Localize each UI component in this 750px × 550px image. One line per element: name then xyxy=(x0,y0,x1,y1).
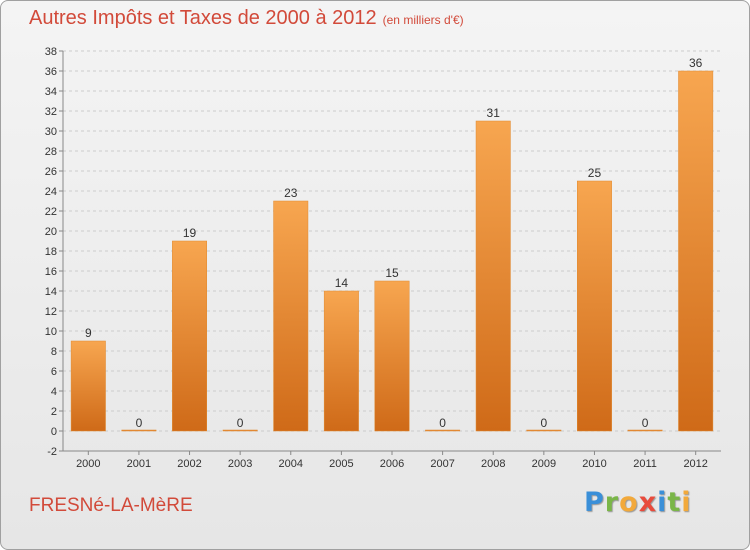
data-label: 23 xyxy=(284,186,298,200)
bar xyxy=(374,280,410,432)
bar xyxy=(627,429,663,432)
proxiti-logo: Proxiti xyxy=(584,487,692,518)
x-tick-label: 2012 xyxy=(683,458,707,470)
x-tick-label: 2001 xyxy=(127,458,151,470)
bar xyxy=(323,290,359,432)
y-tick-label: 12 xyxy=(45,306,57,318)
logo-letter: P xyxy=(584,487,605,518)
data-label: 19 xyxy=(183,226,197,240)
x-tick-label: 2002 xyxy=(177,458,201,470)
commune-name: FRESNé-LA-MèRE xyxy=(29,495,193,516)
y-tick-label: 24 xyxy=(45,186,57,198)
x-tick-label: 2010 xyxy=(582,458,606,470)
y-tick-label: 36 xyxy=(45,66,57,78)
bar xyxy=(172,240,207,432)
data-label: 14 xyxy=(335,276,349,290)
y-tick-label: -2 xyxy=(47,446,57,458)
y-tick-label: 16 xyxy=(45,266,57,278)
chart-title-text: Autres Impôts et Taxes de 2000 à 2012 xyxy=(29,7,377,29)
bar xyxy=(475,120,511,432)
bar xyxy=(425,429,461,432)
data-label: 0 xyxy=(237,416,244,430)
data-label: 0 xyxy=(439,416,446,430)
x-tick-label: 2000 xyxy=(76,458,100,470)
chart-subtitle: (en milliers d'€) xyxy=(382,13,464,27)
bar xyxy=(222,429,258,432)
y-tick-label: 14 xyxy=(45,286,57,298)
bar xyxy=(526,429,562,432)
y-tick-label: 22 xyxy=(45,206,57,218)
x-tick-label: 2008 xyxy=(481,458,505,470)
y-tick-label: 28 xyxy=(45,146,57,158)
y-tick-label: 34 xyxy=(45,86,57,98)
y-tick-label: 8 xyxy=(51,346,57,358)
data-labels: 9 0 19 0 23 14 15 0 31 0 25 0 36 xyxy=(85,56,703,430)
bar xyxy=(273,200,309,432)
logo-letter: o xyxy=(619,487,639,518)
x-tick-label: 2005 xyxy=(329,458,353,470)
data-label: 0 xyxy=(541,416,548,430)
y-tick-label: 38 xyxy=(45,46,57,58)
axes: -202468101214161820222426283032343638200… xyxy=(45,46,721,470)
y-tick-label: 18 xyxy=(45,246,57,258)
logo-letter: r xyxy=(604,487,620,518)
data-label: 36 xyxy=(689,56,703,70)
chart-title: Autres Impôts et Taxes de 2000 à 2012 (en… xyxy=(29,7,464,30)
data-label: 25 xyxy=(588,166,602,180)
x-tick-label: 2003 xyxy=(228,458,252,470)
data-label: 0 xyxy=(642,416,649,430)
bar xyxy=(678,70,714,432)
x-tick-label: 2007 xyxy=(430,458,454,470)
data-label: 31 xyxy=(487,106,501,120)
data-label: 0 xyxy=(136,416,143,430)
logo-letter: i xyxy=(681,487,692,518)
y-tick-label: 26 xyxy=(45,166,57,178)
y-tick-label: 0 xyxy=(51,426,57,438)
y-tick-label: 10 xyxy=(45,326,57,338)
x-tick-label: 2004 xyxy=(279,458,303,470)
data-label: 15 xyxy=(385,266,399,280)
logo-letter: i xyxy=(657,487,668,518)
x-tick-label: 2011 xyxy=(633,458,657,470)
bars xyxy=(70,70,714,432)
y-tick-label: 2 xyxy=(51,406,57,418)
y-tick-label: 32 xyxy=(45,106,57,118)
y-tick-label: 6 xyxy=(51,366,57,378)
bar xyxy=(121,429,157,432)
bar xyxy=(70,340,106,432)
bar xyxy=(577,180,612,432)
y-tick-label: 20 xyxy=(45,226,57,238)
logo-letter: t xyxy=(667,487,682,518)
y-tick-label: 30 xyxy=(45,126,57,138)
logo-letter: x xyxy=(638,487,658,518)
x-tick-label: 2009 xyxy=(532,458,556,470)
y-tick-label: 4 xyxy=(51,386,57,398)
data-label: 9 xyxy=(85,326,92,340)
x-tick-label: 2006 xyxy=(380,458,404,470)
